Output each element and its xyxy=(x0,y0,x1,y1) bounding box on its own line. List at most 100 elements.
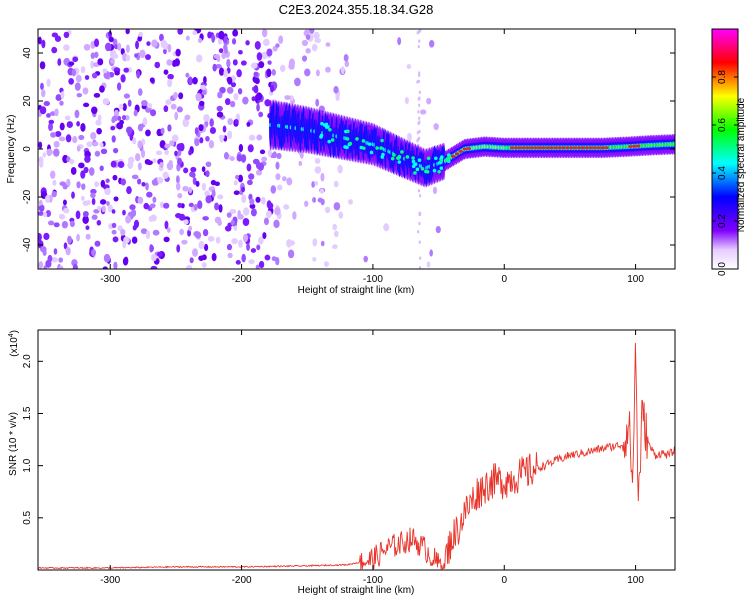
spectrogram-noise-cell xyxy=(188,186,193,194)
spectrogram-noise-cell xyxy=(231,238,238,245)
spectrogram-noise-cell xyxy=(337,164,343,174)
spectrogram-noise-cell xyxy=(90,60,95,69)
spectrogram-peak-cell xyxy=(596,146,602,150)
spectrogram-noise-cell xyxy=(418,103,421,107)
spectrogram-noise-cell xyxy=(258,111,264,118)
spectrogram-noise-cell xyxy=(151,179,158,186)
spectrogram-noise-cell xyxy=(96,205,101,211)
spectrogram-noise-cell xyxy=(93,51,99,58)
spectrogram-noise-cell xyxy=(100,179,106,188)
spectrogram-noise-cell xyxy=(130,209,137,217)
spectrogram-noise-cell xyxy=(104,42,112,52)
spectrogram-noise-cell xyxy=(99,142,104,148)
spectrogram-y-ticks: -40 -20 0 20 40 xyxy=(22,47,675,252)
spectrogram-peak-cell xyxy=(439,158,444,163)
spectrogram-noise-cell xyxy=(209,118,214,127)
spectrogram-noise-cell xyxy=(419,256,422,260)
spectrogram-noise-cell xyxy=(83,43,91,51)
spectrogram-noise-cell xyxy=(126,186,132,195)
spectrogram-noise-cell xyxy=(45,194,51,204)
spectrogram-peak-cell xyxy=(437,169,441,174)
spectrogram-noise-cell xyxy=(318,105,325,113)
spectrogram-noise-cell xyxy=(226,243,233,251)
spectrogram-noise-cell xyxy=(41,89,46,98)
spectrogram-peak-cell xyxy=(537,146,542,150)
spectrogram-noise-cell xyxy=(51,257,58,263)
spectrogram-noise-cell xyxy=(143,202,150,210)
spectrogram-peak-cell xyxy=(466,147,471,150)
spectrogram-y-tick-label: -40 xyxy=(22,237,33,252)
spectrogram-noise-cell xyxy=(85,225,90,231)
spectrogram-noise-cell xyxy=(167,78,173,88)
spectrogram-noise-cell xyxy=(192,77,198,85)
spectrogram-noise-cell xyxy=(145,182,149,191)
spectrogram-noise-cell xyxy=(74,82,81,91)
spectrogram-peak-cell xyxy=(397,160,402,164)
spectrogram-noise-cell xyxy=(148,215,154,222)
spectrogram-noise-cell xyxy=(233,180,238,186)
spectrogram-noise-cell xyxy=(246,163,252,172)
spectrogram-noise-cell xyxy=(256,103,260,112)
spectrogram-noise-cell xyxy=(256,134,263,141)
spectrogram-noise-cell xyxy=(433,123,439,131)
spectrogram-noise-cell xyxy=(152,229,160,236)
spectrogram-noise-cell xyxy=(102,266,108,269)
spectrogram-noise-cell xyxy=(294,77,301,87)
spectrogram-noise-cell xyxy=(46,148,53,156)
spectrogram-noise-cell xyxy=(146,191,153,198)
spectrogram-peak-cell xyxy=(529,146,535,150)
spectrogram-noise-cell xyxy=(94,150,101,157)
snr-y-tick-label: 1.0 xyxy=(22,458,33,472)
spectrogram-noise-cell xyxy=(242,233,249,243)
spectrogram-noise-cell xyxy=(39,106,47,115)
spectrogram-noise-cell xyxy=(211,189,216,198)
spectrogram-noise-cell xyxy=(233,225,238,231)
spectrogram-noise-cell xyxy=(198,240,205,250)
spectrogram-noise-cell xyxy=(236,154,243,162)
spectrogram-noise-cell xyxy=(203,243,209,252)
spectrogram-noise-cell xyxy=(38,141,43,149)
spectrogram-noise-cell xyxy=(166,227,171,233)
spectrogram-noise-cell xyxy=(305,48,311,54)
spectrogram-noise-cell xyxy=(97,114,102,122)
spectrogram-peak-cell xyxy=(580,146,586,150)
spectrogram-noise-cell xyxy=(234,119,239,125)
spectrogram-noise-cell xyxy=(188,202,194,208)
spectrogram-noise-cell xyxy=(58,265,64,269)
spectrogram-noise-cell xyxy=(301,39,308,47)
spectrogram-y-label: Frequency (Hz) xyxy=(6,115,17,184)
spectrogram-noise-cell xyxy=(123,236,130,244)
spectrogram-noise-cell xyxy=(189,171,195,178)
spectrogram-peak-cell xyxy=(533,146,538,150)
spectrogram-noise-cell xyxy=(51,190,57,198)
spectrogram-noise-cell xyxy=(418,73,421,77)
spectrogram-peak-cell xyxy=(396,156,400,160)
spectrogram-noise-cell xyxy=(82,200,89,206)
spectrogram-x-tick-label: 0 xyxy=(501,274,507,285)
spectrogram-peak-cell xyxy=(432,168,437,173)
spectrogram-noise-cell xyxy=(177,149,182,157)
spectrogram-noise-cell xyxy=(59,181,67,187)
spectrogram-peak-cell xyxy=(557,146,562,150)
spectrogram-noise-cell xyxy=(42,249,47,256)
spectrogram-noise-cell xyxy=(111,222,117,229)
spectrogram-peak-cell xyxy=(549,146,554,150)
spectrogram-heatmap xyxy=(38,29,675,269)
spectrogram-noise-cell xyxy=(185,264,193,269)
spectrogram-noise-cell xyxy=(184,114,191,121)
spectrogram-noise-cell xyxy=(83,166,89,174)
spectrogram-noise-cell xyxy=(267,148,272,158)
spectrogram-noise-cell xyxy=(151,39,158,48)
spectrogram-noise-cell xyxy=(139,49,146,59)
spectrogram-noise-cell xyxy=(246,121,251,127)
spectrogram-noise-cell xyxy=(178,92,184,100)
spectrogram-noise-cell xyxy=(407,132,412,142)
spectrogram-noise-cell xyxy=(275,173,281,181)
spectrogram-noise-cell xyxy=(257,162,265,171)
spectrogram-noise-cell xyxy=(406,64,412,70)
spectrogram-noise-cell xyxy=(91,198,96,206)
spectrogram-noise-cell xyxy=(125,215,132,224)
spectrogram-noise-cell xyxy=(48,220,55,226)
spectrogram-noise-cell xyxy=(273,220,279,227)
spectrogram-noise-cell xyxy=(48,122,53,132)
